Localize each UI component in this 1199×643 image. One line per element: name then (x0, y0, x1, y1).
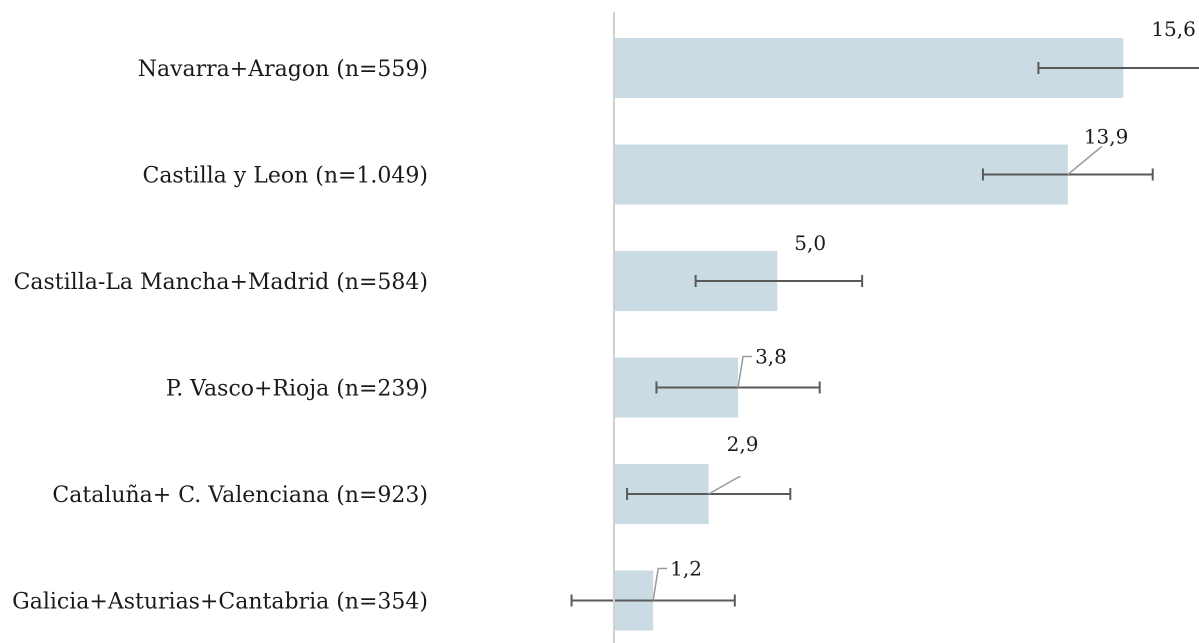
value-label: 15,6 (1151, 17, 1196, 41)
value-label: 3,8 (755, 345, 787, 369)
category-label: Castilla-La Mancha+Madrid (n=584) (14, 270, 428, 295)
category-label: Navarra+Aragon (n=559) (138, 57, 428, 82)
category-label: Castilla y Leon (n=1.049) (142, 164, 428, 189)
leader-line (1067, 145, 1103, 176)
value-label: 5,0 (794, 231, 826, 255)
category-label: Cataluña+ C. Valenciana (n=923) (52, 483, 428, 508)
value-label: 13,9 (1084, 125, 1129, 149)
category-label: Galicia+Asturias+Cantabria (n=354) (12, 590, 428, 615)
value-label: 1,2 (670, 557, 702, 581)
leader-line (708, 476, 741, 495)
leader-line (652, 567, 668, 601)
leader-line (737, 355, 753, 388)
value-label: 2,9 (727, 432, 759, 456)
category-label: P. Vasco+Rioja (n=239) (166, 377, 428, 402)
